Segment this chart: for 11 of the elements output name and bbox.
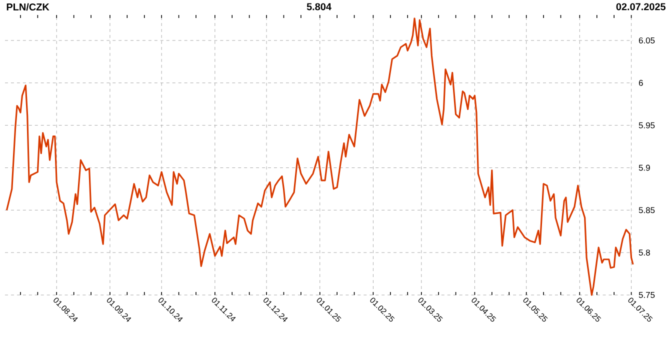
y-tick-label: 5.75 [638,292,655,298]
y-tick-label: 6 [638,80,643,86]
text: 5.804 [306,3,332,10]
y-tick-label: 5.8 [638,250,650,256]
y-tick-label: 5.85 [638,207,655,214]
text: 02.07.2025 [616,3,666,10]
y-tick-label: 5.95 [638,122,655,128]
y-tick-label: 5.9 [638,164,650,171]
line-series [6,18,634,296]
chart-title: PLN/CZK [6,3,50,11]
y-tick-label: 6.05 [638,37,655,44]
